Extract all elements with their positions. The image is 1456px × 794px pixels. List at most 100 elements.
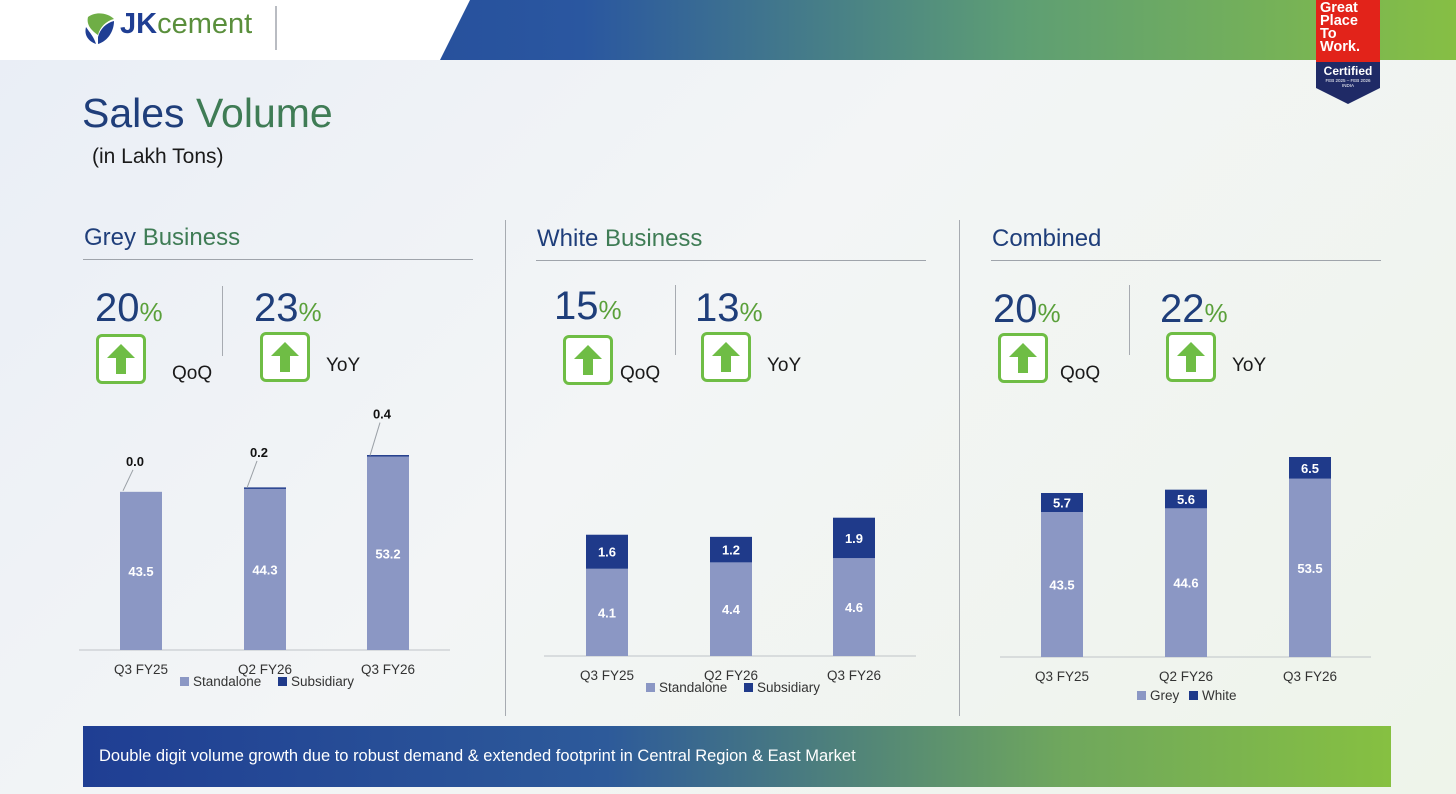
grey-yoy-up-arrow-icon bbox=[260, 332, 310, 382]
bar-grey bbox=[1041, 512, 1083, 657]
white-section-rule bbox=[536, 260, 926, 261]
great-place-to-work-badge: Great Place To Work. Certified FEB 2025 … bbox=[1316, 0, 1380, 104]
combined-yoy-up-arrow-icon bbox=[1166, 332, 1216, 382]
white-qoq-label: QoQ bbox=[620, 363, 661, 384]
bar-value-label: 0.4 bbox=[373, 407, 392, 422]
white-yoy-label: YoY bbox=[767, 355, 802, 376]
bar-value-label: 1.9 bbox=[845, 531, 863, 546]
grey-qoq-label: QoQ bbox=[172, 363, 213, 384]
x-tick-label: Q3 FY26 bbox=[1283, 669, 1337, 684]
bar-value-label: 44.6 bbox=[1173, 576, 1198, 591]
bar-value-label: 43.5 bbox=[128, 564, 153, 579]
bar-value-label: 0.0 bbox=[126, 454, 144, 469]
combined-yoy-label: YoY bbox=[1232, 355, 1267, 376]
bar-grey bbox=[1165, 508, 1207, 657]
combined-qoq-label: QoQ bbox=[1060, 363, 1101, 384]
legend-label: Subsidiary bbox=[757, 680, 820, 695]
legend-label: Standalone bbox=[193, 674, 261, 689]
page-subtitle: (in Lakh Tons) bbox=[92, 145, 224, 168]
leader-line bbox=[246, 460, 258, 489]
bar-white bbox=[1041, 493, 1083, 512]
bar-value-label: 0.2 bbox=[250, 445, 268, 460]
legend-swatch bbox=[278, 677, 287, 686]
grey-yoy-label: YoY bbox=[326, 355, 361, 376]
white-volume-chart: 4.1 1.6 Q3 FY25 4.4 1.2 Q2 FY26 4.6 1.9 Q3 FY26 S… bbox=[544, 517, 916, 695]
jkcement-logo-icon bbox=[85, 13, 114, 44]
legend-label: White bbox=[1202, 688, 1237, 703]
white-qoq-percent: 15% bbox=[554, 284, 622, 328]
x-tick-label: Q2 FY26 bbox=[1159, 669, 1213, 684]
grey-qoq-up-arrow-icon bbox=[96, 334, 146, 384]
bar-subsidiary bbox=[244, 487, 286, 489]
x-tick-label: Q3 FY26 bbox=[827, 668, 881, 683]
bar-subsidiary bbox=[833, 517, 875, 559]
grey-section-title: Grey Business bbox=[84, 224, 241, 251]
bar-standalone bbox=[586, 568, 628, 656]
combined-volume-chart: 43.5 5.7 Q3 FY25 44.6 5.6 Q2 FY26 53.5 6.5 Q3 FY… bbox=[1000, 457, 1371, 703]
combined-metric-divider bbox=[1129, 285, 1130, 355]
grey-volume-chart: 43.5 0.0 Q3 FY25 44.3 0.2 Q2 FY26 53.2 0.4 Q3 FY… bbox=[79, 407, 450, 689]
x-tick-label: Q2 FY26 bbox=[704, 668, 758, 683]
section-divider-2 bbox=[959, 220, 960, 716]
bar-value-label: 1.6 bbox=[598, 545, 616, 560]
combined-section-title: Combined bbox=[992, 225, 1102, 252]
bar-value-label: 53.2 bbox=[375, 546, 400, 561]
bar-value-label: 4.1 bbox=[598, 605, 616, 620]
legend-swatch bbox=[646, 683, 655, 692]
bar-value-label: 53.5 bbox=[1297, 561, 1322, 576]
bar-value-label: 4.6 bbox=[845, 600, 863, 615]
bar-white bbox=[1165, 489, 1207, 509]
logo-wordmark: JKcement bbox=[120, 8, 253, 40]
grey-yoy-percent: 23% bbox=[254, 286, 322, 330]
bar-value-label: 43.5 bbox=[1049, 578, 1074, 593]
bar-subsidiary bbox=[710, 536, 752, 563]
legend-swatch bbox=[1137, 691, 1146, 700]
bar-value-label: 44.3 bbox=[252, 562, 277, 577]
grey-section-rule bbox=[83, 259, 473, 260]
logo-area bbox=[0, 0, 470, 60]
logo-divider bbox=[275, 6, 277, 50]
combined-qoq-percent: 20% bbox=[993, 287, 1061, 331]
x-tick-label: Q3 FY25 bbox=[1035, 669, 1089, 684]
bar-value-label: 4.4 bbox=[722, 602, 741, 617]
combined-qoq-up-arrow-icon bbox=[998, 333, 1048, 383]
legend-label: Standalone bbox=[659, 680, 727, 695]
bar-white bbox=[1289, 457, 1331, 479]
bar-standalone bbox=[120, 491, 162, 650]
bar-value-label: 1.2 bbox=[722, 543, 740, 558]
bar-subsidiary bbox=[367, 455, 409, 457]
bar-value-label: 6.5 bbox=[1301, 461, 1319, 476]
grey-metric-divider bbox=[222, 286, 223, 356]
legend-label: Grey bbox=[1150, 688, 1180, 703]
bar-standalone bbox=[244, 488, 286, 650]
x-tick-label: Q3 FY26 bbox=[361, 662, 415, 677]
leader-line bbox=[122, 469, 134, 492]
combined-yoy-percent: 22% bbox=[1160, 287, 1228, 331]
bar-standalone bbox=[367, 456, 409, 650]
x-tick-label: Q3 FY25 bbox=[580, 668, 634, 683]
x-tick-label: Q2 FY26 bbox=[238, 662, 292, 677]
legend-label: Subsidiary bbox=[291, 674, 354, 689]
combined-section-rule bbox=[991, 260, 1381, 261]
legend-swatch bbox=[744, 683, 753, 692]
bar-standalone bbox=[710, 562, 752, 656]
white-yoy-up-arrow-icon bbox=[701, 332, 751, 382]
white-section-title: White Business bbox=[537, 225, 703, 252]
section-divider-1 bbox=[505, 220, 506, 716]
bar-value-label: 5.7 bbox=[1053, 496, 1071, 511]
legend-swatch bbox=[180, 677, 189, 686]
legend-swatch bbox=[1189, 691, 1198, 700]
bar-value-label: 5.6 bbox=[1177, 492, 1195, 507]
leader-line bbox=[369, 422, 381, 456]
bar-standalone bbox=[833, 558, 875, 656]
bar-grey bbox=[1289, 478, 1331, 657]
page-title: Sales Volume bbox=[82, 90, 333, 136]
x-tick-label: Q3 FY25 bbox=[114, 662, 168, 677]
white-yoy-percent: 13% bbox=[695, 286, 763, 330]
white-metric-divider bbox=[675, 285, 676, 355]
white-qoq-up-arrow-icon bbox=[563, 335, 613, 385]
bar-subsidiary bbox=[586, 534, 628, 569]
key-insight-banner: Double digit volume growth due to robust… bbox=[83, 726, 1391, 787]
grey-qoq-percent: 20% bbox=[95, 286, 163, 330]
